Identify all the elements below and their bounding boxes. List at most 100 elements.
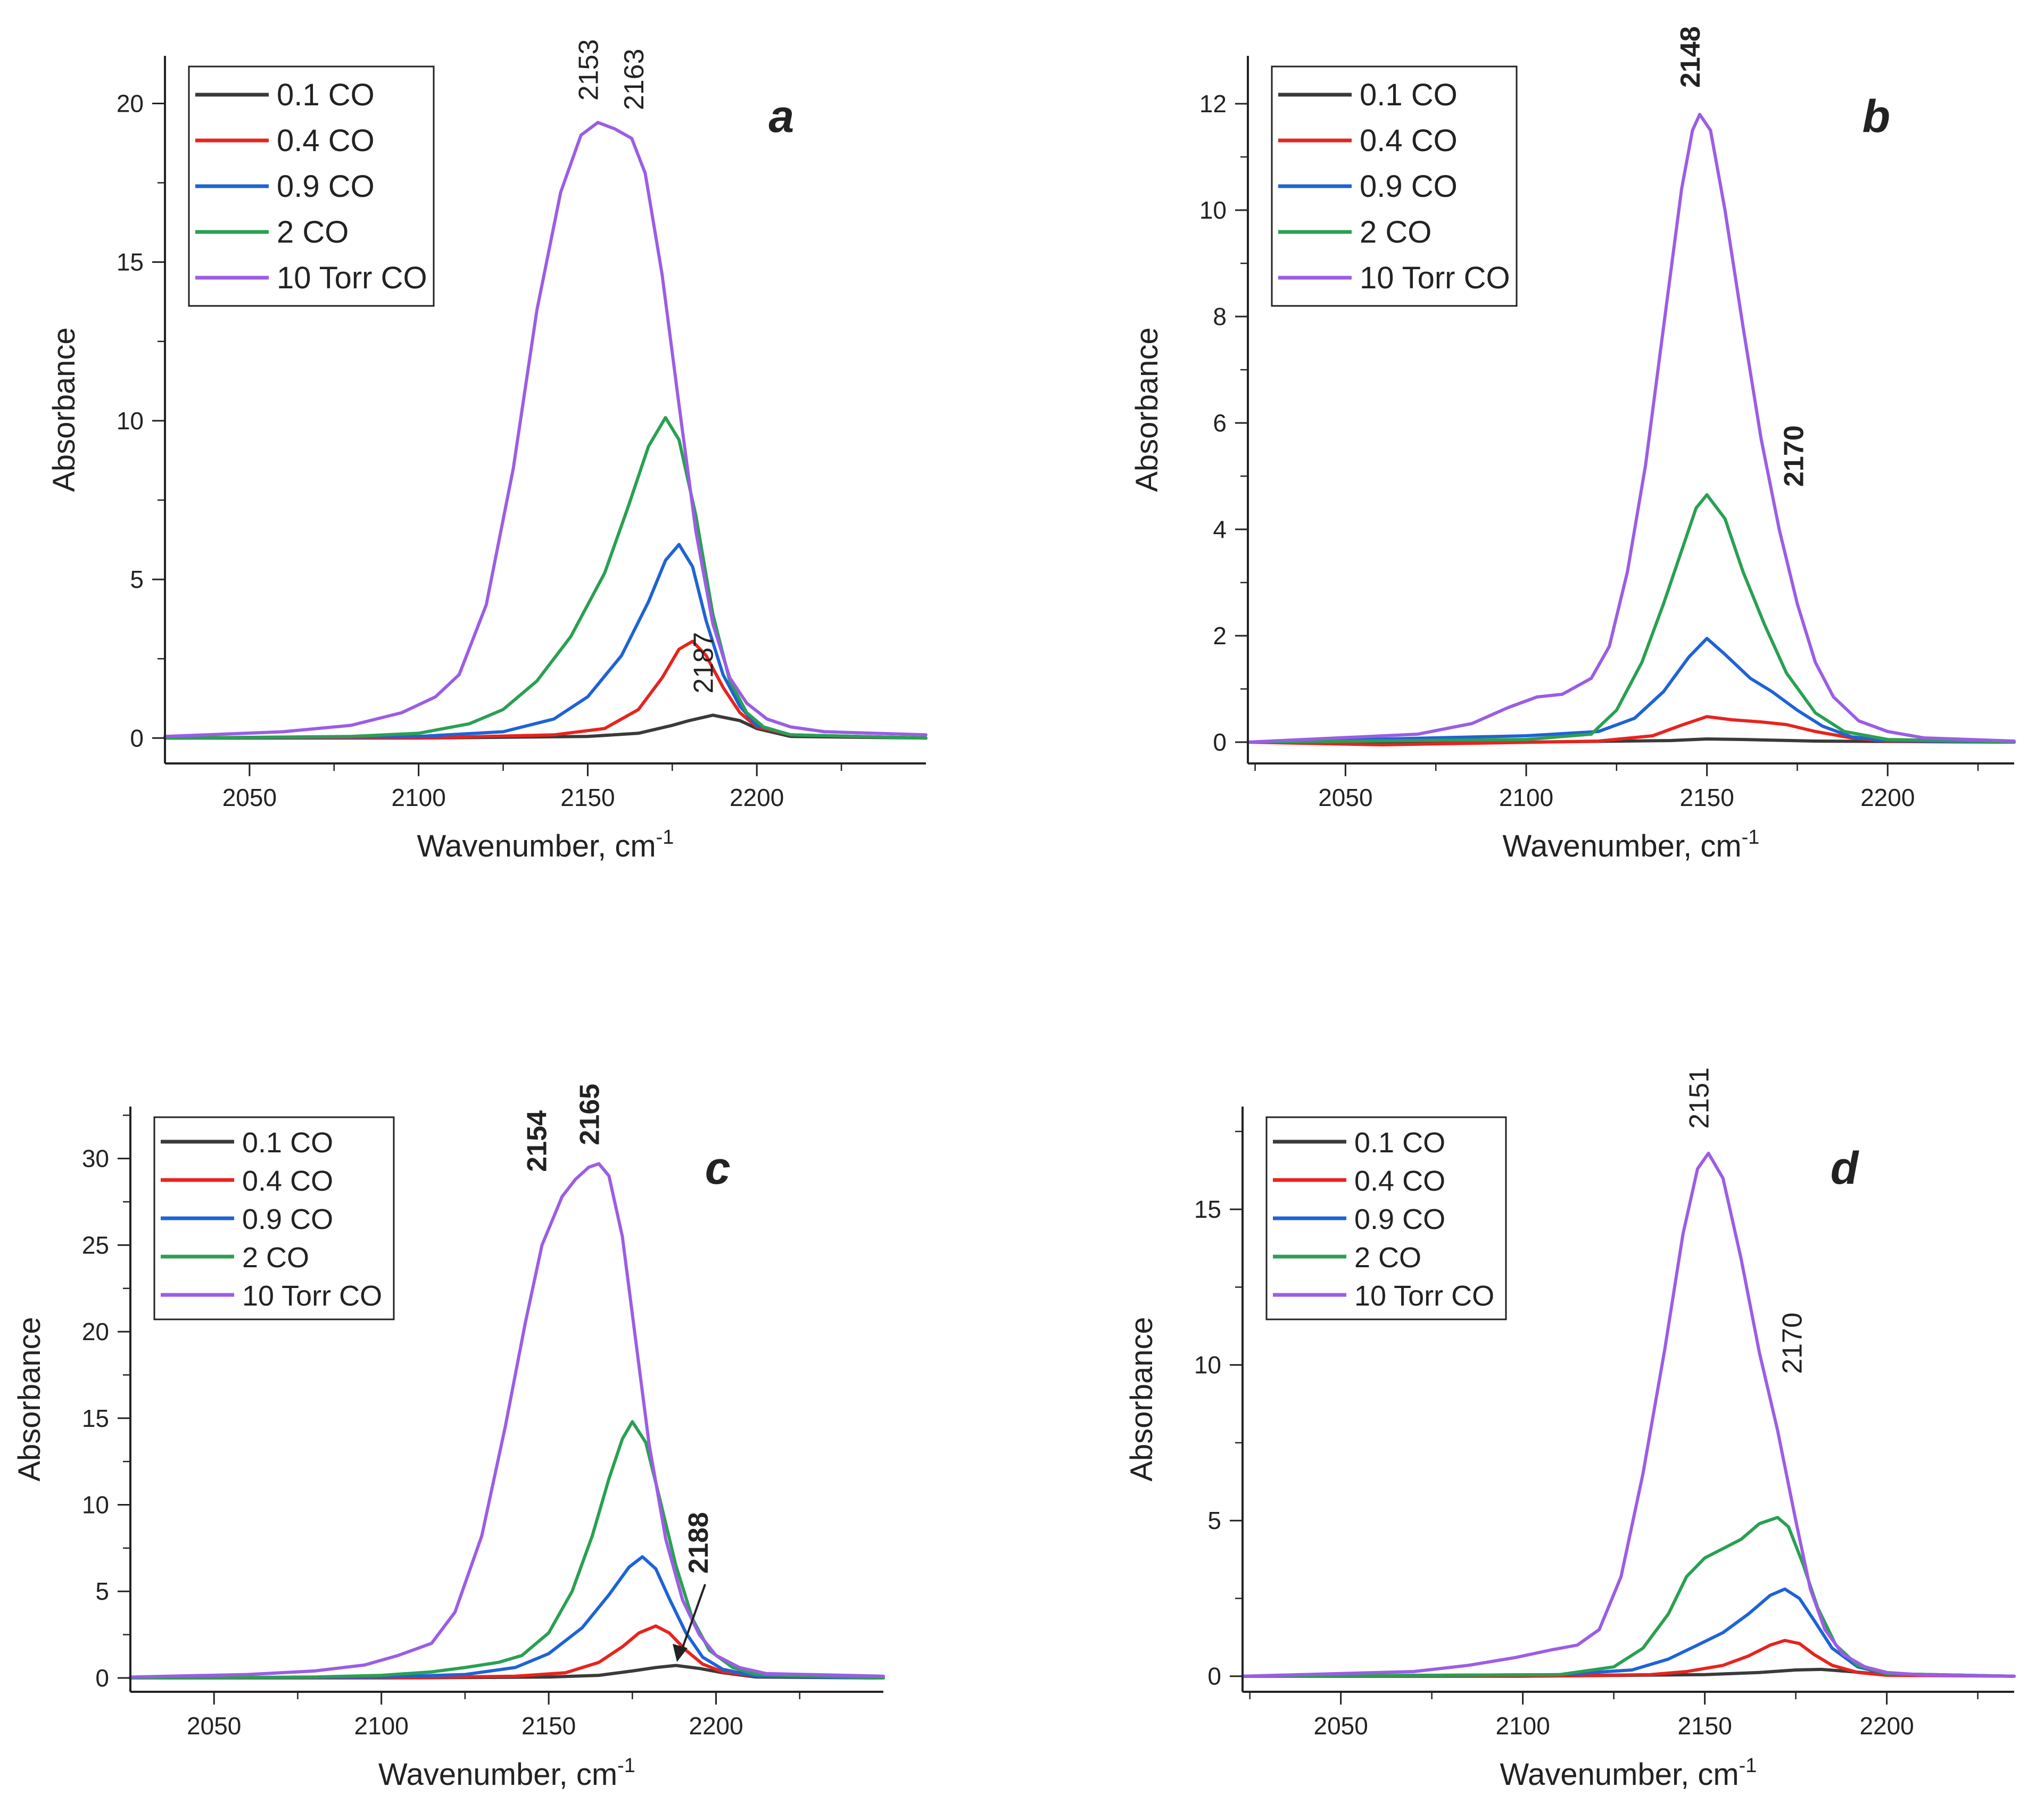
chart-panel-b: 2050 2100 2150 2200 0 2 4 6 8 10 12 Wavenumber, cm-…: [1130, 26, 2016, 863]
peak-annotation: 2148: [1675, 26, 1706, 88]
series-line-2-co: [129, 1420, 885, 1680]
x-axis-label-superscript: -1: [617, 1755, 635, 1777]
legend-entry: 0.9 CO: [1354, 1203, 1445, 1235]
legend-entry: 0.1 CO: [1360, 78, 1458, 112]
x-tick-label: 2150: [1677, 1712, 1732, 1740]
series-line-0.9-co: [1241, 1587, 2016, 1678]
y-tick-label: 10: [82, 1491, 109, 1519]
legend: 0.1 CO 0.4 CO 0.9 CO 2 CO 10 Torr CO: [1265, 1116, 1507, 1320]
peak-annotation: 2170: [1778, 425, 1809, 487]
x-tick-label: 2150: [560, 784, 615, 811]
x-axis-label: Wavenumber, cm-1: [1500, 1755, 1757, 1792]
peak-annotation: 2188: [683, 1512, 714, 1574]
peak-annotation: 2170: [1777, 1312, 1808, 1374]
y-tick-label: 0: [1213, 728, 1227, 756]
legend-entry: 0.1 CO: [277, 78, 375, 112]
x-tick-label: 2150: [522, 1712, 576, 1740]
y-tick-label: 0: [95, 1664, 109, 1692]
y-tick-label: 25: [82, 1231, 109, 1259]
annotation-arrowhead: [673, 1643, 688, 1662]
y-tick-label: 10: [117, 407, 144, 435]
panel-letter: a: [768, 91, 794, 142]
series-line-0.4-co: [1241, 1639, 2016, 1678]
x-tick-label: 2100: [1499, 784, 1553, 811]
x-tick-label: 2200: [689, 1712, 743, 1740]
series-line-10-torr-co: [163, 121, 928, 738]
legend-entry: 10 Torr CO: [242, 1280, 382, 1312]
y-tick-label: 5: [1207, 1507, 1221, 1534]
y-tick-label: 12: [1199, 90, 1227, 118]
series-line-10-torr-co: [129, 1162, 885, 1679]
chart-panel-c: 2050 2100 2150 2200 0 5 10 15 20 25 30 Wavenumber, …: [12, 1084, 885, 1792]
x-tick-label: 2100: [391, 784, 445, 811]
y-axis-label: Absorbance: [1130, 327, 1164, 492]
legend-entry: 10 Torr CO: [1354, 1280, 1494, 1312]
y-tick-label: 10: [1199, 196, 1227, 224]
legend-entry: 0.4 CO: [242, 1165, 333, 1197]
x-axis-label-superscript: -1: [1739, 1755, 1757, 1777]
y-tick-label: 20: [82, 1318, 109, 1345]
x-axis-label-superscript: -1: [656, 826, 674, 849]
series-line-0.9-co: [129, 1555, 885, 1680]
peak-annotation: 2151: [1684, 1067, 1715, 1129]
peak-annotation: 2163: [619, 48, 650, 110]
x-tick-label: 2100: [354, 1712, 408, 1740]
y-tick-label: 6: [1213, 409, 1227, 437]
series-line-0.4-co: [163, 639, 928, 740]
series-line-2-co: [163, 415, 928, 740]
legend-entry: 0.9 CO: [1360, 169, 1458, 204]
x-tick-label: 2050: [222, 784, 277, 811]
legend: 0.1 CO 0.4 CO 0.9 CO 2 CO 10 Torr CO: [1271, 65, 1518, 307]
y-tick-label: 0: [1207, 1663, 1221, 1690]
legend-entry: 0.9 CO: [277, 169, 375, 204]
x-axis-label-superscript: -1: [1742, 826, 1760, 849]
peak-annotation: 2153: [574, 39, 605, 101]
y-tick-label: 10: [1194, 1351, 1221, 1379]
x-tick-label: 2050: [1313, 1712, 1368, 1740]
y-tick-label: 15: [82, 1405, 109, 1432]
legend: 0.1 CO 0.4 CO 0.9 CO 2 CO 10 Torr CO: [188, 65, 435, 307]
x-tick-label: 2100: [1495, 1712, 1550, 1740]
x-axis-label: Wavenumber, cm-1: [378, 1755, 635, 1792]
y-tick-label: 5: [130, 566, 144, 593]
y-axis-label: Absorbance: [47, 327, 81, 492]
x-tick-label: 2200: [1859, 1712, 1914, 1740]
y-tick-label: 15: [1194, 1195, 1221, 1223]
x-tick-label: 2050: [1318, 784, 1372, 811]
chart-panel-d: 2050 2100 2150 2200 0 5 10 15 Wavenumber, cm-1 Ab…: [1124, 1067, 2016, 1792]
y-tick-label: 5: [95, 1577, 109, 1605]
x-tick-label: 2200: [1860, 784, 1915, 811]
panel-letter: c: [705, 1143, 731, 1194]
y-tick-label: 0: [130, 724, 144, 752]
legend: 0.1 CO 0.4 CO 0.9 CO 2 CO 10 Torr CO: [153, 1116, 395, 1320]
series-line-0.9-co: [1246, 637, 2016, 744]
legend-entry: 0.4 CO: [1360, 123, 1458, 158]
legend-entry: 2 CO: [1360, 215, 1431, 250]
legend-entry: 2 CO: [1354, 1242, 1421, 1274]
x-tick-label: 2200: [730, 784, 784, 811]
y-tick-label: 30: [82, 1145, 109, 1173]
annotation-arrow: [679, 1584, 706, 1655]
x-tick-label: 2150: [1679, 784, 1734, 811]
x-axis-label: Wavenumber, cm-1: [1503, 826, 1760, 863]
peak-annotation: 2165: [574, 1084, 605, 1145]
legend-entry: 0.1 CO: [242, 1127, 333, 1159]
y-tick-label: 8: [1213, 303, 1227, 330]
series-line-2-co: [1246, 493, 2016, 744]
legend-entry: 0.4 CO: [277, 123, 375, 158]
y-tick-label: 4: [1213, 516, 1227, 543]
y-axis-label: Absorbance: [12, 1317, 47, 1482]
chart-panel-a: 2050 2100 2150 2200 0 5 10 15 20 Wavenumber, cm-1…: [47, 39, 928, 863]
legend-entry: 0.9 CO: [242, 1203, 333, 1235]
y-tick-label: 20: [117, 89, 144, 117]
series-line-10-torr-co: [1246, 113, 2016, 744]
legend-entry: 10 Torr CO: [1360, 261, 1510, 295]
legend-entry: 10 Torr CO: [277, 261, 427, 295]
y-tick-label: 2: [1213, 622, 1227, 650]
legend-entry: 0.4 CO: [1354, 1165, 1445, 1197]
peak-annotation: 2187: [689, 632, 719, 694]
y-tick-label: 15: [117, 248, 144, 276]
series-line-0.4-co: [129, 1624, 885, 1680]
y-axis-label: Absorbance: [1124, 1317, 1159, 1482]
